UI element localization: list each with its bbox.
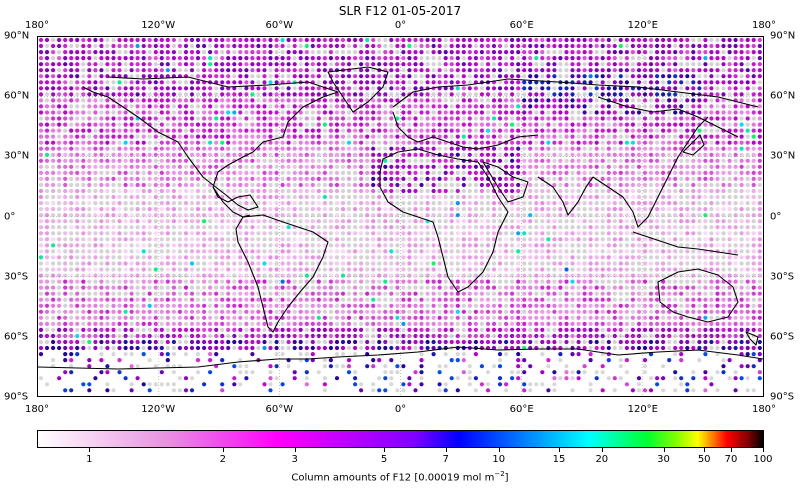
lon-label-bottom: 60°W <box>265 404 294 415</box>
lat-label-left: 90°N <box>4 30 30 42</box>
lat-label-right: 30°S <box>770 271 795 283</box>
colorbar-tick-label: 50 <box>697 454 711 465</box>
data-grid <box>38 37 763 396</box>
colorbar-tick <box>89 448 91 452</box>
colorbar-tick-label: 20 <box>595 454 609 465</box>
lat-label-right: 60°S <box>770 331 795 343</box>
colorbar-tick-label: 5 <box>380 454 388 465</box>
colorbar-tick-label: 15 <box>552 454 566 465</box>
colorbar-tick-label: 30 <box>657 454 670 465</box>
colorbar-tick <box>763 448 764 452</box>
colorbar-tick <box>558 448 560 452</box>
lon-label-top: 120°W <box>141 20 176 31</box>
lon-label-bottom: 120°E <box>627 404 658 415</box>
lon-label-top: 120°E <box>627 20 658 31</box>
lat-label-right: 30°N <box>770 150 796 162</box>
colorbar-tick <box>384 448 386 452</box>
colorbar-tick <box>601 448 603 452</box>
lon-label-top: 180° <box>751 20 777 31</box>
lat-label-left: 0° <box>4 211 16 222</box>
lat-label-left: 30°S <box>4 271 29 283</box>
colorbar-tick <box>445 448 447 452</box>
lon-label-top: 180° <box>24 20 50 31</box>
lat-label-left: 90°S <box>4 391 29 403</box>
colorbar-tick <box>294 448 296 452</box>
colorbar-tick <box>663 448 665 452</box>
colorbar-tick-label: 2 <box>219 454 227 465</box>
colorbar-label-text: Column amounts of F12 [0.00019 mol m <box>291 472 495 484</box>
lon-label-bottom: 180° <box>24 404 50 415</box>
coastlines <box>38 66 763 370</box>
colorbar-tick-label: 70 <box>724 454 738 465</box>
lat-label-left: 30°N <box>4 150 30 162</box>
colorbar-tick <box>498 448 500 452</box>
lat-label-left: 60°N <box>4 90 30 102</box>
colorbar-label: Column amounts of F12 [0.00019 mol m−2] <box>0 470 800 483</box>
lat-label-right: 90°N <box>770 30 796 42</box>
lat-label-right: 0° <box>770 211 782 222</box>
map-title: SLR F12 01-05-2017 <box>338 4 462 18</box>
colorbar-tick-label: 7 <box>442 454 449 465</box>
colorbar-tick <box>731 448 733 452</box>
lat-label-right: 60°N <box>770 90 796 102</box>
lat-label-right: 90°S <box>770 391 795 403</box>
colorbar-tick-label: 100 <box>753 454 773 465</box>
lon-label-top: 0° <box>394 20 407 31</box>
lat-label-left: 60°S <box>4 331 29 343</box>
colorbar-label-end: ] <box>504 472 509 484</box>
lon-label-bottom: 120°W <box>141 404 176 415</box>
lon-label-bottom: 0° <box>394 404 407 415</box>
world-map-plot <box>37 36 764 397</box>
colorbar-tick <box>704 448 706 452</box>
lon-label-bottom: 60°E <box>509 404 534 415</box>
colorbar-tick-label: 1 <box>86 454 93 465</box>
colorbar-label-exponent: −2 <box>494 470 505 478</box>
lon-label-top: 60°W <box>265 20 294 31</box>
colorbar <box>37 430 764 448</box>
colorbar-tick-label: 3 <box>291 454 298 465</box>
colorbar-tick-label: 10 <box>492 454 506 465</box>
colorbar-tick <box>222 448 224 452</box>
lon-label-bottom: 180° <box>751 404 777 415</box>
lon-label-top: 60°E <box>509 20 534 31</box>
